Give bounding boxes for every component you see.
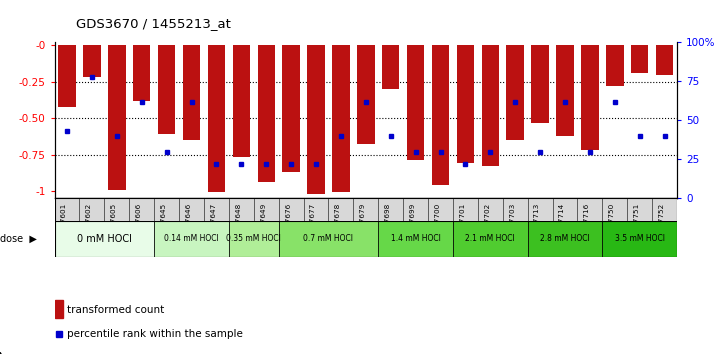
Text: GSM387602: GSM387602 <box>86 202 92 247</box>
Text: GSM387677: GSM387677 <box>310 202 316 247</box>
Bar <box>258 45 275 182</box>
Text: GSM387700: GSM387700 <box>435 202 440 247</box>
Bar <box>453 221 528 257</box>
Text: GSM387648: GSM387648 <box>235 202 241 247</box>
Bar <box>282 45 300 172</box>
Bar <box>357 45 374 144</box>
Text: GSM387647: GSM387647 <box>210 202 216 247</box>
Bar <box>83 45 100 78</box>
Bar <box>183 45 200 140</box>
Text: GSM387751: GSM387751 <box>633 202 640 247</box>
Text: dose  ▶: dose ▶ <box>0 234 37 244</box>
Bar <box>631 45 649 73</box>
Bar <box>229 221 279 257</box>
Text: GDS3670 / 1455213_at: GDS3670 / 1455213_at <box>76 17 232 30</box>
Bar <box>556 45 574 136</box>
Text: 2.1 mM HOCl: 2.1 mM HOCl <box>465 234 515 244</box>
Text: 1.4 mM HOCl: 1.4 mM HOCl <box>391 234 440 244</box>
Bar <box>108 45 125 189</box>
Text: GSM387699: GSM387699 <box>410 202 416 247</box>
Bar <box>279 221 379 257</box>
Bar <box>55 299 63 318</box>
Text: GSM387605: GSM387605 <box>111 202 116 247</box>
Text: 0 mM HOCl: 0 mM HOCl <box>77 234 132 244</box>
Text: GSM387646: GSM387646 <box>186 202 191 247</box>
Text: GSM387676: GSM387676 <box>285 202 291 247</box>
Bar <box>606 45 623 86</box>
Bar <box>656 45 673 74</box>
Text: transformed count: transformed count <box>68 305 165 315</box>
Text: 0.7 mM HOCl: 0.7 mM HOCl <box>304 234 354 244</box>
Text: GSM387714: GSM387714 <box>559 202 565 247</box>
Text: GSM387701: GSM387701 <box>459 202 465 247</box>
Bar <box>55 198 677 253</box>
Bar <box>158 45 175 134</box>
Bar <box>379 221 453 257</box>
Text: 3.5 mM HOCl: 3.5 mM HOCl <box>614 234 665 244</box>
Text: GSM387645: GSM387645 <box>161 202 167 247</box>
Text: GSM387750: GSM387750 <box>609 202 614 247</box>
Bar <box>58 45 76 107</box>
Bar <box>581 45 598 150</box>
Bar <box>407 45 424 160</box>
Text: GSM387703: GSM387703 <box>509 202 515 247</box>
Bar <box>432 45 449 185</box>
Text: GSM387698: GSM387698 <box>384 202 391 247</box>
Bar <box>154 221 229 257</box>
Text: 2.8 mM HOCl: 2.8 mM HOCl <box>540 234 590 244</box>
Bar <box>133 45 151 101</box>
Bar <box>307 45 325 194</box>
Bar <box>382 45 400 89</box>
Text: GSM387678: GSM387678 <box>335 202 341 247</box>
Text: 0.14 mM HOCl: 0.14 mM HOCl <box>164 234 219 244</box>
Text: GSM387606: GSM387606 <box>135 202 142 247</box>
Text: GSM387679: GSM387679 <box>360 202 365 247</box>
Bar <box>332 45 349 193</box>
Text: GSM387752: GSM387752 <box>659 202 665 247</box>
Bar <box>233 45 250 158</box>
Text: GSM387702: GSM387702 <box>484 202 491 247</box>
Text: percentile rank within the sample: percentile rank within the sample <box>68 329 243 339</box>
Bar <box>207 45 225 193</box>
Bar <box>482 45 499 166</box>
Text: 0.35 mM HOCl: 0.35 mM HOCl <box>226 234 281 244</box>
Text: GSM387716: GSM387716 <box>584 202 590 247</box>
Bar <box>456 45 474 163</box>
Bar <box>531 45 549 122</box>
Text: GSM387649: GSM387649 <box>260 202 266 247</box>
Bar <box>507 45 524 140</box>
Text: GSM387713: GSM387713 <box>534 202 540 247</box>
Bar <box>55 221 154 257</box>
Bar <box>602 221 677 257</box>
Bar <box>528 221 602 257</box>
Text: GSM387601: GSM387601 <box>61 202 67 247</box>
